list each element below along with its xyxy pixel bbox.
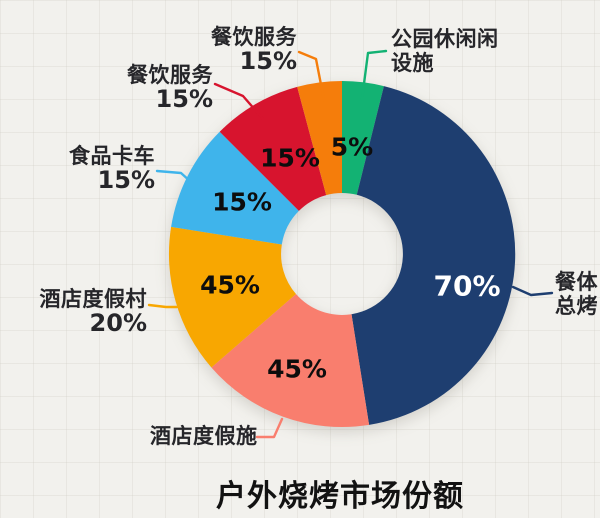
callout-label-line: 餐体 [555,270,598,294]
segment-pct-hotel-facility: 45% [267,355,327,384]
callout-label-food-truck: 食品卡车 15% [55,144,155,192]
callout-label-line: 餐饮服务 [127,63,213,87]
callout-line-hotel-resort [147,303,179,309]
callout-label-catering-orange: 餐饮服务 15% [197,25,297,73]
callout-line-parks [360,49,388,101]
segment-pct-parks: 5% [331,133,373,162]
segment-pct-catering-red: 15% [260,144,320,173]
callout-label-line: 20% [89,309,147,337]
callout-label-parks: 公园休闲闲 设施 [391,27,506,75]
donut-segment-hotel-resort [168,226,296,368]
segment-pct-bbq-total: 70% [433,270,500,303]
callout-label-line: 餐饮服务 [211,25,297,49]
donut-segment-hotel-facility [211,294,370,428]
callout-label-line: 酒店度假施 [150,424,258,448]
callout-label-hotel-facility: 酒店度假施 [150,424,270,448]
chart-title: 户外烧烤市场份额 [216,479,464,514]
callout-label-line: 15% [239,47,297,75]
callout-line-hotel-facility [255,417,284,439]
segment-percent-labels: 5% 70% 45% 45% 15% 15% [200,133,500,384]
callout-line-catering-red [213,82,265,121]
callout-label-line: 酒店度假村 [39,287,147,311]
callout-label-catering-red: 餐饮服务 15% [113,63,213,111]
callout-line-catering-orange [297,50,326,102]
segment-pct-food-truck: 15% [212,188,272,217]
callout-label-line: 15% [97,166,155,194]
callout-lines [147,49,554,439]
callout-label-bbq-total: 餐体 总烤 [555,270,600,318]
callout-line-food-truck [155,169,193,184]
donut-segment-parks [342,80,384,195]
callout-label-line: 设施 [391,51,434,75]
callout-label-hotel-resort: 酒店度假村 20% [37,287,148,337]
callout-label-line: 公园休闲闲 [391,27,499,51]
donut [168,80,516,428]
donut-segment-bbq-total [351,86,516,425]
callout-label-line: 15% [155,85,213,113]
callout-label-line: 食品卡车 [69,144,155,168]
segment-pct-hotel-resort: 45% [200,271,260,300]
donut-segment-catering-orange [297,81,342,196]
donut-segment-catering-red [219,86,327,211]
callout-label-line: 总烤 [555,294,598,318]
callout-line-bbq-total [511,285,554,297]
donut-segment-food-truck [171,131,299,245]
